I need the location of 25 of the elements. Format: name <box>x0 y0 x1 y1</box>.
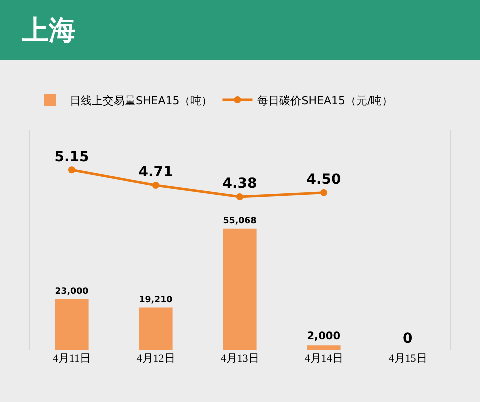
x-tick-label: 4月12日 <box>136 353 176 365</box>
data-label: 2,000 <box>307 330 341 343</box>
point <box>152 182 160 190</box>
x-tick-label: 4月14日 <box>304 353 344 365</box>
x-tick-label: 4月11日 <box>52 353 92 365</box>
data-label: 4.71 <box>138 164 174 181</box>
bar <box>223 228 257 350</box>
bar <box>307 346 341 350</box>
legend-label: 日线上交易量SHEA15（吨） <box>70 94 213 108</box>
bar <box>55 299 89 350</box>
point <box>68 166 76 174</box>
data-label: 4.50 <box>306 172 342 188</box>
x-tick-label: 4月13日 <box>220 353 260 365</box>
point <box>320 189 328 196</box>
data-label: 0 <box>403 331 413 347</box>
legend-label: 每日碳价SHEA15（元/吨） <box>258 94 394 108</box>
chart-title: 上海 <box>21 15 76 46</box>
bar <box>139 308 173 350</box>
data-label: 55,068 <box>223 216 257 226</box>
data-label: 4.38 <box>222 176 258 192</box>
point <box>236 194 244 201</box>
data-label: 19,210 <box>139 295 173 306</box>
data-label: 5.15 <box>54 149 90 166</box>
data-label: 23,000 <box>55 286 89 297</box>
x-tick-label: 4月15日 <box>388 353 428 365</box>
